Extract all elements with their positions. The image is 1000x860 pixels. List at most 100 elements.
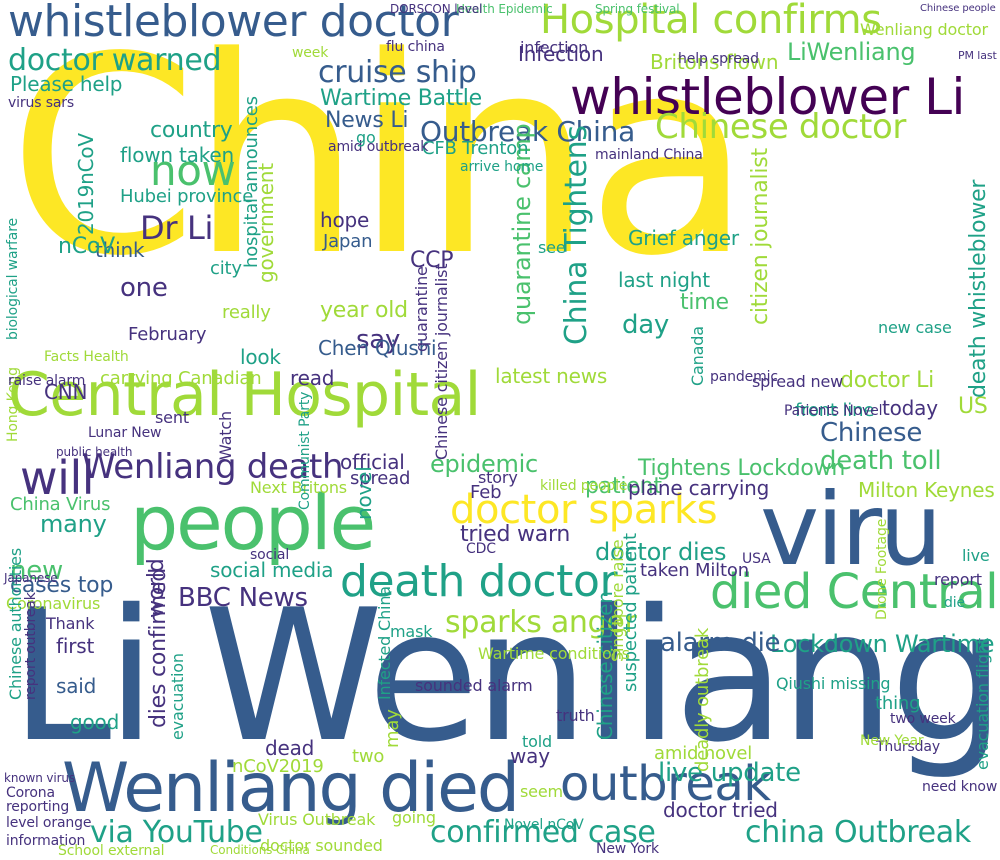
word-city: city bbox=[210, 258, 242, 279]
word-go: go bbox=[356, 128, 376, 147]
word-citizen-journalist: citizen journalist bbox=[748, 148, 773, 325]
word-news-li: News Li bbox=[325, 108, 409, 133]
word-patient: patient bbox=[585, 474, 662, 499]
word-coronavirus: Coronavirus bbox=[6, 594, 101, 613]
word-amid-novel: amid novel bbox=[654, 743, 753, 764]
word-really: really bbox=[222, 302, 271, 323]
word-china-virus: China Virus bbox=[10, 494, 111, 515]
word-britons-flown: Britons flown bbox=[650, 50, 779, 74]
word-chinese-doctor: Chinese doctor bbox=[655, 107, 907, 147]
word-public-health: public health bbox=[56, 445, 133, 459]
word-health-epidemic: Health Epidemic bbox=[456, 2, 553, 16]
word-central-hospital: Central Hospital bbox=[8, 360, 481, 430]
word-lunar-new: Lunar New bbox=[88, 425, 162, 441]
word-flu-china: flu china bbox=[386, 39, 445, 55]
word-biological-warfare: biological warfare bbox=[5, 217, 21, 340]
word-us: US bbox=[958, 394, 988, 419]
word-ncov2019: nCoV2019 bbox=[232, 756, 324, 777]
word-going: going bbox=[392, 808, 436, 827]
word-evacuation: evacuation bbox=[168, 653, 187, 740]
word-killed-people: killed people bbox=[540, 478, 628, 494]
word-spread: spread bbox=[350, 468, 411, 489]
word-epidemic: epidemic bbox=[430, 450, 538, 478]
word-two: two bbox=[352, 746, 385, 767]
word-virus-outbreak: Virus Outbreak bbox=[258, 810, 376, 829]
word-seem: seem bbox=[520, 782, 563, 801]
word-report-outbreak: report outbreak bbox=[23, 592, 39, 700]
word-doctor-sparks: doctor sparks bbox=[450, 487, 718, 533]
word-china-tightens: China Tightens bbox=[559, 125, 594, 345]
word-day: day bbox=[622, 310, 670, 340]
word-new-case: new case bbox=[878, 318, 952, 337]
word-corona: Corona bbox=[6, 785, 55, 801]
word-china: China bbox=[8, 0, 752, 316]
word-spread-new: spread new bbox=[752, 372, 844, 391]
word-one: one bbox=[120, 273, 168, 303]
word-alarm-die: alarm die bbox=[660, 628, 781, 658]
word-pandemic: pandemic bbox=[710, 369, 778, 385]
word-thursday: Thursday bbox=[876, 739, 940, 755]
word-doctor-tried: doctor tried bbox=[663, 798, 778, 822]
word-novel-ncov: Novel nCoV bbox=[504, 817, 584, 833]
word-amid-outbreak: amid outbreak bbox=[328, 139, 429, 155]
word-wenliang-died: Wenliang died bbox=[62, 749, 520, 828]
word-thank: Thank bbox=[46, 614, 95, 633]
word-evacuation-flight: evacuation flight bbox=[973, 638, 992, 770]
word-drone-footage: Drone Footage bbox=[874, 518, 890, 620]
word-truth: truth bbox=[556, 706, 595, 725]
word-hubei-province: Hubei province bbox=[120, 186, 254, 207]
word-people: people bbox=[130, 478, 376, 567]
word-cdc: CDC bbox=[466, 541, 496, 557]
word-wartime-battle: Wartime Battle bbox=[320, 86, 482, 111]
word-sent: sent bbox=[155, 408, 189, 427]
word-patients-novel: Patients Novel bbox=[784, 403, 883, 419]
word-dead: dead bbox=[265, 736, 315, 760]
word-first: first bbox=[56, 634, 95, 658]
word-death-toll: death toll bbox=[820, 446, 942, 476]
word-chinese-people: Chinese people bbox=[920, 3, 996, 14]
word-quarantine: quarantine bbox=[412, 266, 431, 352]
word-watch: Watch bbox=[216, 410, 235, 460]
word-via-youtube: via YouTube bbox=[90, 815, 263, 850]
word-live-update: live update bbox=[658, 758, 801, 788]
word-virus-sars: virus sars bbox=[8, 95, 75, 111]
word-week: week bbox=[292, 45, 329, 61]
word-new-york: New York bbox=[596, 841, 659, 857]
word-new: new bbox=[10, 556, 63, 586]
word-doctor-dies: doctor dies bbox=[595, 538, 727, 566]
word-infection: infection bbox=[520, 38, 589, 57]
word-year-old: year old bbox=[320, 298, 408, 323]
word-read: read bbox=[290, 366, 335, 390]
word-conditions-china: Conditions China bbox=[210, 843, 310, 857]
word-communist-party: Communist Party bbox=[297, 391, 313, 510]
word-liwenliang: LiWenliang bbox=[787, 38, 916, 66]
word-infected-china: Infected China bbox=[375, 586, 394, 700]
word-look: look bbox=[240, 345, 281, 369]
word-pm-last: PM last bbox=[958, 49, 997, 62]
word-good: good bbox=[70, 710, 120, 734]
word-reporting: reporting bbox=[6, 799, 70, 815]
word-official: official bbox=[340, 450, 405, 474]
word-grief-anger: Grief anger bbox=[628, 226, 739, 250]
word-live: live bbox=[962, 546, 990, 565]
word-next-britons: Next Britons bbox=[250, 478, 347, 497]
word-tightens-lockdown: Tightens Lockdown bbox=[638, 456, 846, 481]
word-li-wenliang: Li Wenliang bbox=[10, 570, 1000, 782]
word-carrying-canadian: carrying Canadian bbox=[100, 368, 262, 389]
word-2019ncov: 2019nCoV bbox=[74, 133, 98, 235]
word-infection: Infection bbox=[518, 42, 604, 66]
word-canada: Canada bbox=[688, 326, 707, 386]
word-japanese: Japanese bbox=[4, 571, 58, 585]
word-novel: novel bbox=[352, 466, 376, 520]
word-school-external: School external bbox=[58, 843, 165, 859]
word-chinese: Chinese bbox=[820, 418, 923, 448]
word-thing: thing bbox=[875, 693, 921, 714]
word-social-media: social media bbox=[210, 558, 334, 582]
word-facts-health: Facts Health bbox=[44, 349, 129, 365]
word-think: think bbox=[95, 238, 145, 262]
word-china-outbreak: china Outbreak bbox=[745, 815, 971, 850]
word-cnn: CNN bbox=[44, 380, 88, 404]
word-qiushi-missing: Qiushi missing bbox=[776, 674, 891, 693]
word-mainland-china: mainland China bbox=[595, 147, 703, 163]
word-will: will bbox=[20, 451, 95, 505]
